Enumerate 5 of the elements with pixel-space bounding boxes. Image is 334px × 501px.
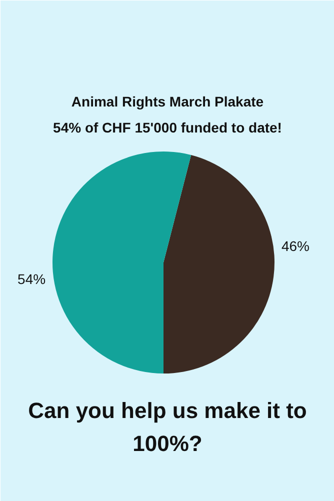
data-label: 54% [18, 271, 46, 288]
text: Can you help us make it to 100%? [28, 398, 307, 456]
chart-title: Animal Rights March Plakate [71, 94, 264, 110]
chart-subtitle: 54% of CHF 15'000 funded to date! [53, 120, 282, 136]
data-label: 46% [281, 238, 310, 254]
